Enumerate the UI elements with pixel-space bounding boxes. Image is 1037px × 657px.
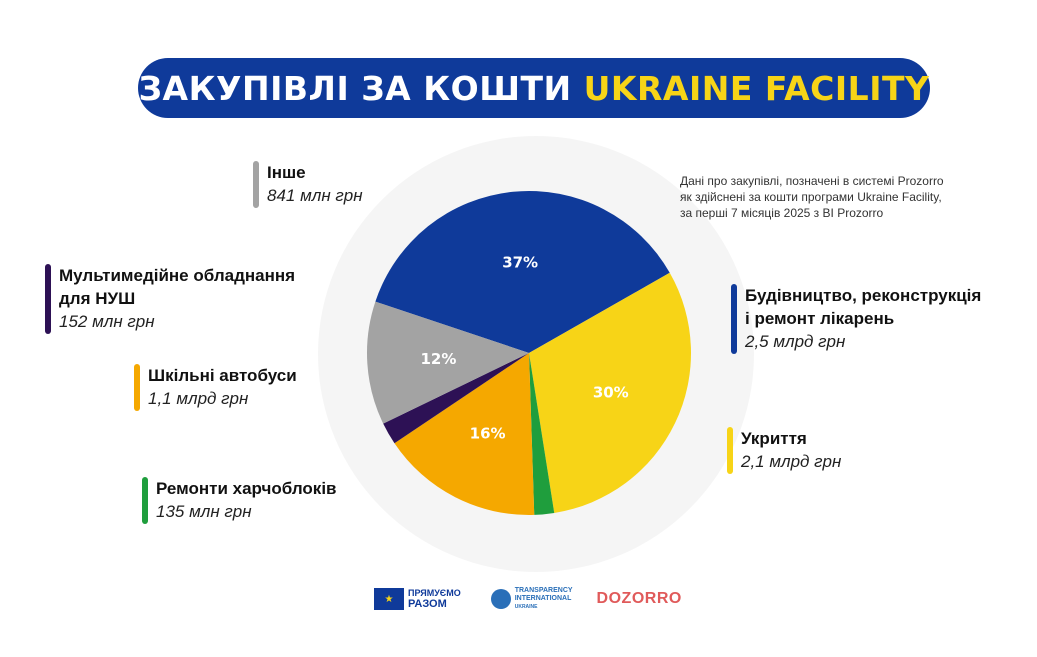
pie-slice xyxy=(383,353,529,444)
legend-name: Інше xyxy=(267,163,306,182)
legend-amount: 152 млн грн xyxy=(59,312,155,331)
legend-marker xyxy=(727,427,733,474)
source-note-line: як здійснені за кошти програми Ukraine F… xyxy=(680,190,942,204)
ti-logo-line: UKRAINE xyxy=(514,604,538,610)
pie-slice xyxy=(529,272,691,514)
pie-slice xyxy=(367,301,529,424)
legend-marker xyxy=(253,161,259,208)
legend-label-multimedia: Мультимедійне обладнання для НУШ 152 млн… xyxy=(45,264,295,334)
eu-logo-text: ПРЯМУЄМО РАЗОМ xyxy=(408,588,461,610)
legend-name: Укриття xyxy=(741,429,807,448)
legend-label-hospitals: Будівництво, реконструкція і ремонт ліка… xyxy=(731,284,981,354)
legend-name: Ремонти харчоблоків xyxy=(156,479,337,498)
legend-name: Мультимедійне обладнання xyxy=(59,266,296,285)
title-part-1: ЗАКУПІВЛІ ЗА КОШТИ xyxy=(138,68,572,108)
legend-label-shelters: Укриття 2,1 млрд грн xyxy=(727,427,841,474)
title-part-2: UKRAINE FACILITY xyxy=(583,68,930,108)
pie-percent-label: 12% xyxy=(421,350,457,368)
legend-name: для НУШ xyxy=(59,289,136,308)
eu-logo-line: ПРЯМУЄМО xyxy=(408,588,461,598)
legend-amount: 2,5 млрд грн xyxy=(745,332,846,351)
legend-marker xyxy=(142,477,148,524)
eu-logo-line: РАЗОМ xyxy=(408,598,447,610)
legend-amount: 1,1 млрд грн xyxy=(148,389,249,408)
partner-logos: ★ ПРЯМУЄМО РАЗОМ TRANSPARENCY INTERNATIO… xyxy=(374,586,682,612)
source-note-line: за перші 7 місяців 2025 з BI Prozorro xyxy=(680,206,884,220)
pie-slice xyxy=(529,353,555,515)
legend-marker xyxy=(731,284,737,354)
legend-label-other: Інше 841 млн грн xyxy=(253,161,363,208)
pie-slice xyxy=(375,190,670,353)
eu-flag-icon: ★ xyxy=(374,588,404,610)
legend-amount: 2,1 млрд грн xyxy=(741,452,842,471)
transparency-international-logo: TRANSPARENCY INTERNATIONAL UKRAINE xyxy=(490,587,573,611)
dozorro-logo: DOZORRO xyxy=(596,590,682,607)
legend-amount: 135 млн грн xyxy=(156,502,252,521)
legend-marker xyxy=(134,364,140,411)
source-note-line: Дані про закупівлі, позначені в системі … xyxy=(680,174,944,188)
legend-name: і ремонт лікарень xyxy=(745,309,895,328)
pie-percent-label: 37% xyxy=(502,254,538,272)
page-title: ЗАКУПІВЛІ ЗА КОШТИ UKRAINE FACILITY xyxy=(138,58,930,118)
pie-slice xyxy=(394,353,535,515)
pie-percent-label: 30% xyxy=(593,383,629,401)
legend-name: Шкільні автобуси xyxy=(148,366,297,385)
legend-label-buses: Шкільні автобуси 1,1 млрд грн xyxy=(134,364,297,411)
legend-marker xyxy=(45,264,51,334)
source-note: Дані про закупівлі, позначені в системі … xyxy=(680,173,990,221)
pie-percent-label: 16% xyxy=(470,425,506,443)
ti-logo-line: INTERNATIONAL xyxy=(514,595,572,602)
legend-name: Будівництво, реконструкція xyxy=(745,286,982,305)
legend-label-canteens: Ремонти харчоблоків 135 млн грн xyxy=(142,477,337,524)
legend-amount: 841 млн грн xyxy=(267,186,363,205)
ti-logo-line: TRANSPARENCY xyxy=(514,587,573,594)
globe-icon xyxy=(490,589,511,609)
